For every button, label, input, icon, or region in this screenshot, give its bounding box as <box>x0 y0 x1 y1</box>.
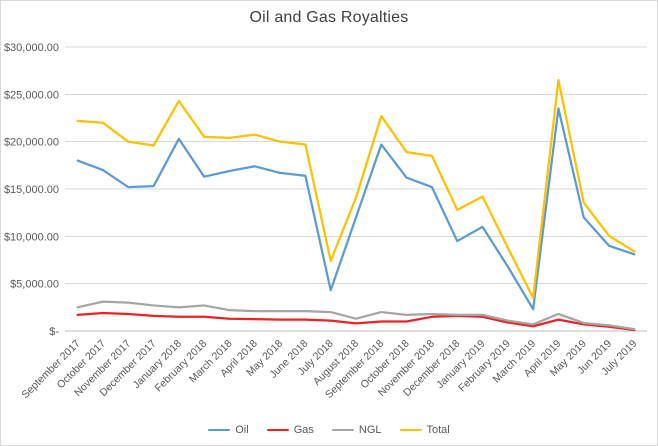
legend: Oil Gas NGL Total <box>1 424 657 436</box>
legend-swatch-total <box>399 428 422 432</box>
y-tick-label: $25,000.00 <box>4 89 59 101</box>
y-tick-label: $30,000.00 <box>4 42 59 54</box>
y-tick-label: $20,000.00 <box>4 137 59 149</box>
chart-title: Oil and Gas Royalties <box>249 9 409 26</box>
legend-label: Total <box>426 424 450 436</box>
y-tick-label: $- <box>49 326 59 338</box>
legend-item-ngl: NGL <box>331 424 382 436</box>
y-tick-label: $10,000.00 <box>4 231 59 243</box>
y-tick-label: $15,000.00 <box>4 184 59 196</box>
series-line-total <box>76 79 636 299</box>
legend-item-oil: Oil <box>208 424 249 436</box>
series-line-oil <box>76 107 636 311</box>
y-tick-label: $5,000.00 <box>10 279 59 291</box>
legend-swatch-ngl <box>331 428 354 432</box>
legend-item-total: Total <box>399 424 450 436</box>
legend-label: NGL <box>358 424 382 436</box>
legend-label: Gas <box>293 424 314 436</box>
legend-swatch-oil <box>208 428 231 432</box>
series-line-gas <box>76 311 636 332</box>
legend-item-gas: Gas <box>266 424 314 436</box>
legend-label: Oil <box>235 424 249 436</box>
legend-swatch-gas <box>266 428 289 432</box>
series-line-ngl <box>76 300 636 331</box>
